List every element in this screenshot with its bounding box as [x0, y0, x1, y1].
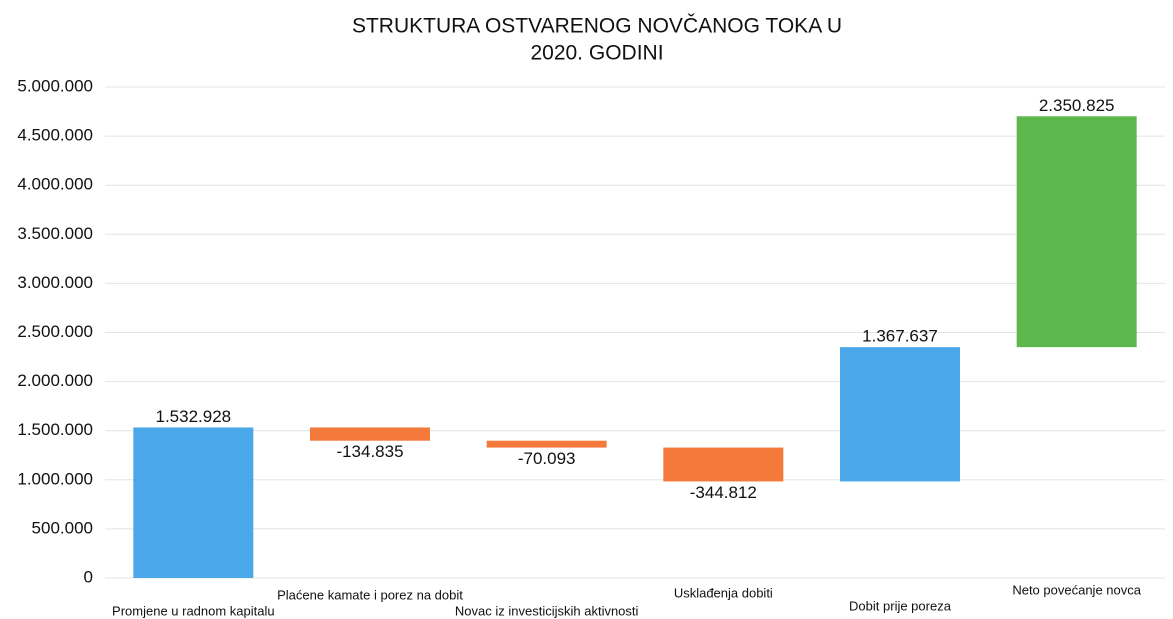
chart-title: 2020. GODINI: [530, 42, 663, 65]
bar: [1016, 116, 1137, 348]
bar: [310, 427, 430, 441]
value-label: -134.835: [336, 442, 403, 461]
value-label: 2.350.825: [1039, 96, 1115, 115]
y-tick-label: 4.500.000: [17, 126, 93, 145]
y-tick-label: 0: [84, 567, 93, 586]
x-tick-label: Usklađenja dobiti: [674, 585, 773, 600]
value-label: 1.532.928: [156, 407, 232, 426]
x-tick-label: Novac iz investicijskih aktivnosti: [455, 603, 639, 618]
y-tick-label: 500.000: [32, 518, 93, 537]
y-tick-label: 2.000.000: [17, 371, 93, 390]
y-tick-label: 4.000.000: [17, 175, 93, 194]
value-label: -70.093: [518, 449, 576, 468]
y-tick-label: 3.500.000: [17, 224, 93, 243]
value-label: -344.812: [690, 483, 757, 502]
x-tick-label: Promjene u radnom kapitalu: [112, 603, 275, 618]
chart-title: STRUKTURA OSTVARENOG NOVČANOG TOKA U: [352, 15, 842, 38]
y-tick-label: 5.000.000: [17, 76, 93, 95]
value-label: 1.367.637: [862, 327, 938, 346]
x-tick-label: Neto povećanje novca: [1012, 582, 1141, 597]
y-tick-label: 1.500.000: [17, 420, 93, 439]
x-tick-label: Dobit prije poreza: [849, 598, 952, 613]
y-tick-label: 2.500.000: [17, 322, 93, 341]
y-tick-label: 3.000.000: [17, 273, 93, 292]
x-tick-label: Plaćene kamate i porez na dobit: [277, 587, 463, 602]
y-tick-label: 1.000.000: [17, 469, 93, 488]
bar: [840, 347, 960, 482]
bar: [663, 447, 784, 482]
bar: [133, 427, 254, 578]
bar: [486, 440, 607, 448]
